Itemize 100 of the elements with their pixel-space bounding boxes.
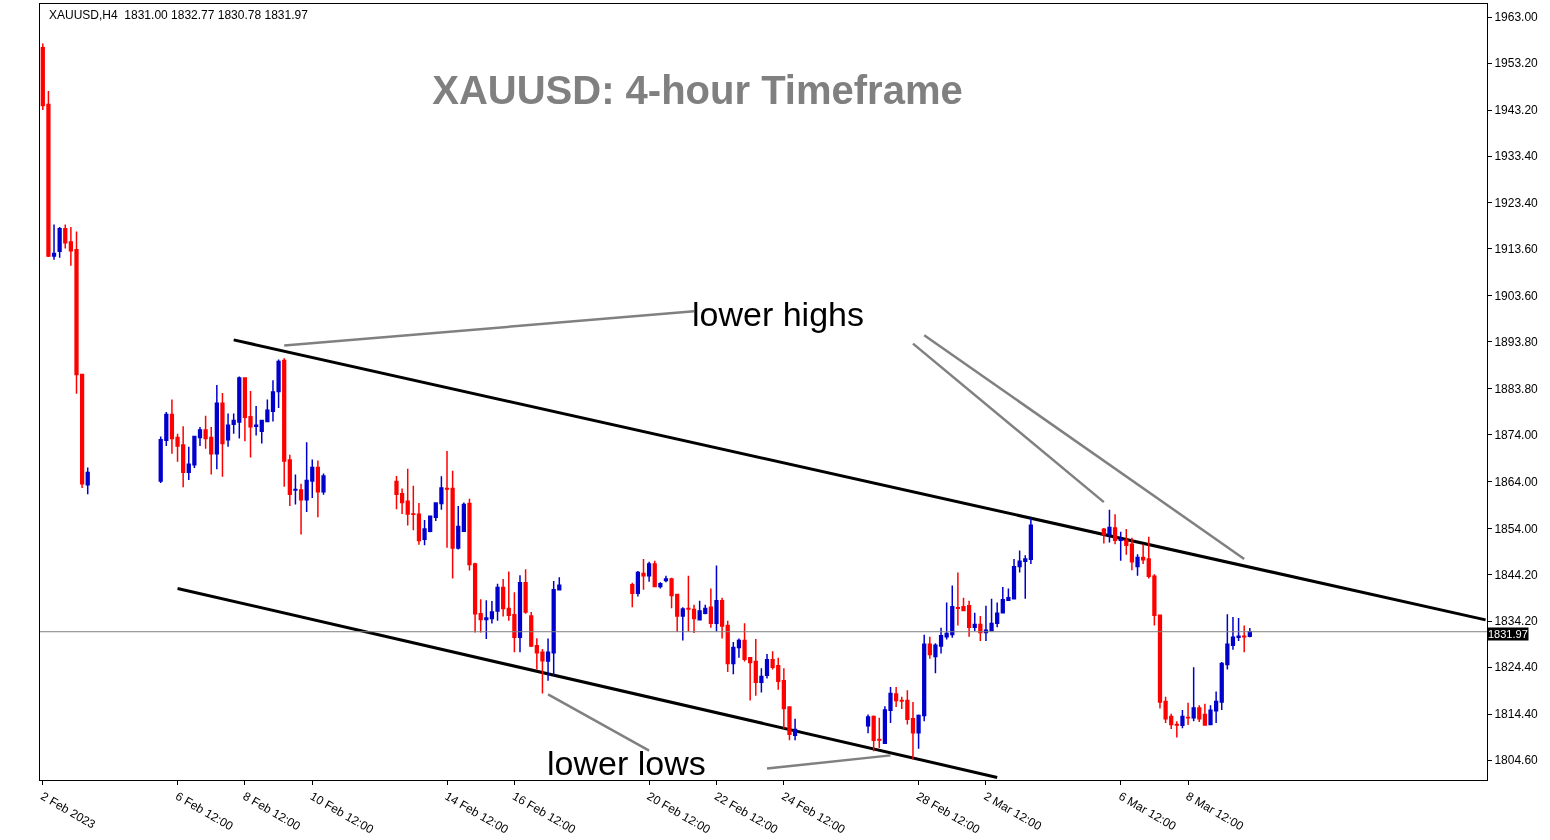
candlestick <box>1107 508 1112 544</box>
candlestick <box>1247 627 1252 639</box>
candlestick <box>792 718 798 742</box>
candlestick <box>927 635 932 660</box>
candlestick <box>1191 666 1196 722</box>
ref-line-label: 1831.97 <box>1488 628 1528 640</box>
y-tick-label: 1923.40 <box>1494 196 1539 211</box>
y-tick-label: 1913.60 <box>1494 242 1539 257</box>
candlestick <box>298 483 304 536</box>
candlestick <box>1129 537 1135 571</box>
candlestick <box>315 459 321 518</box>
candlestick <box>456 505 461 551</box>
x-tick-label: 6 Feb 12:00 <box>173 789 236 834</box>
annotation: lower highs <box>692 295 864 333</box>
y-tick-label: 1963.00 <box>1494 10 1539 25</box>
x-tick-label: 16 Feb 12:00 <box>509 789 579 837</box>
y-tick-label: 1883.80 <box>1494 381 1539 396</box>
candlestick <box>220 392 225 478</box>
candlestick <box>1242 624 1247 653</box>
candlestick <box>1135 553 1140 577</box>
candlestick <box>293 473 298 506</box>
candlestick <box>714 564 719 633</box>
x-tick-label: 24 Feb 12:00 <box>779 789 848 837</box>
candlestick <box>444 450 450 549</box>
x-tick-label: 14 Feb 12:00 <box>442 789 512 837</box>
candlestick <box>478 598 483 634</box>
candlestick <box>630 582 635 608</box>
y-tick-label: 1943.20 <box>1494 103 1539 118</box>
candlestick <box>461 501 466 532</box>
y-tick-label: 1844.20 <box>1494 567 1539 582</box>
candlestick <box>865 713 871 735</box>
candlestick <box>225 412 231 448</box>
y-tick-label: 1824.40 <box>1494 660 1539 675</box>
candlestick <box>416 502 422 546</box>
y-tick-label: 1804.60 <box>1494 753 1539 768</box>
candlestick <box>1101 527 1106 545</box>
candlestick <box>214 384 219 471</box>
candlestick <box>254 405 259 437</box>
candlestick <box>972 612 977 632</box>
candlestick <box>282 357 287 488</box>
annotation: XAUUSD,H4 1831.00 1832.77 1830.78 1831.97 <box>49 8 309 22</box>
candlestick <box>725 620 730 673</box>
x-tick-label: 2 Feb 2023 <box>38 789 99 832</box>
candlestick <box>736 637 742 659</box>
candlestick <box>287 454 292 507</box>
candlestick <box>529 611 534 648</box>
x-tick-label: 8 Mar 12:00 <box>1183 789 1247 834</box>
candlestick <box>523 568 528 615</box>
candlestick <box>708 587 713 629</box>
y-tick-label: 1903.60 <box>1494 289 1539 304</box>
candlestick <box>1141 543 1146 565</box>
x-tick-label: 8 Feb 12:00 <box>240 789 304 834</box>
candlestick <box>501 578 506 618</box>
candlestick <box>85 466 90 495</box>
candlestick <box>1112 513 1118 546</box>
candlestick <box>663 575 669 584</box>
candlestick <box>1174 720 1179 739</box>
candlestick <box>641 558 646 591</box>
y-tick-label: 1874.00 <box>1494 427 1539 442</box>
x-tick-label: 6 Mar 12:00 <box>1116 789 1179 834</box>
candlestick <box>910 701 916 760</box>
candlestick <box>680 606 685 642</box>
candlestick <box>1118 530 1123 562</box>
candlestick <box>1185 702 1191 726</box>
text: XAUUSD: 4-hour Timeframe <box>432 67 963 112</box>
candlestick <box>1202 703 1208 727</box>
x-tick-label: 2 Mar 12:00 <box>981 789 1045 834</box>
y-tick-label: 1893.80 <box>1494 334 1539 349</box>
y-tick-label: 1864.00 <box>1494 474 1539 489</box>
candlestick <box>1028 517 1033 565</box>
candlestick <box>753 638 758 697</box>
candlestick <box>484 599 489 640</box>
candlestick <box>759 667 764 694</box>
y-tick-label: 1933.40 <box>1494 149 1539 164</box>
y-tick-label: 1834.20 <box>1494 614 1539 629</box>
candlestick <box>719 597 725 640</box>
candlestick <box>646 560 652 583</box>
candlestick <box>1124 528 1129 556</box>
y-tick-label: 1814.40 <box>1494 707 1539 722</box>
candlestick <box>652 560 657 588</box>
candlestick <box>731 641 736 675</box>
candlestick <box>57 226 62 259</box>
y-tick-label: 1854.00 <box>1494 521 1539 536</box>
annotation: lower lows <box>547 744 706 782</box>
candlestick <box>978 615 983 642</box>
candlestick <box>1180 709 1185 729</box>
candlestick <box>764 653 770 680</box>
candlestick <box>321 472 326 496</box>
candlestick <box>51 223 57 261</box>
y-tick-label: 1953.20 <box>1494 56 1539 71</box>
x-tick-label: 20 Feb 12:00 <box>644 789 714 837</box>
candlestick <box>635 570 641 598</box>
candlestick <box>545 637 551 682</box>
candlestick <box>894 686 899 708</box>
x-tick-label: 22 Feb 12:00 <box>711 789 781 837</box>
x-tick-label: 10 Feb 12:00 <box>307 789 377 837</box>
candlestick <box>450 469 455 580</box>
candlestick <box>1197 704 1202 723</box>
candlestick <box>63 223 68 250</box>
candlestick <box>517 574 523 653</box>
